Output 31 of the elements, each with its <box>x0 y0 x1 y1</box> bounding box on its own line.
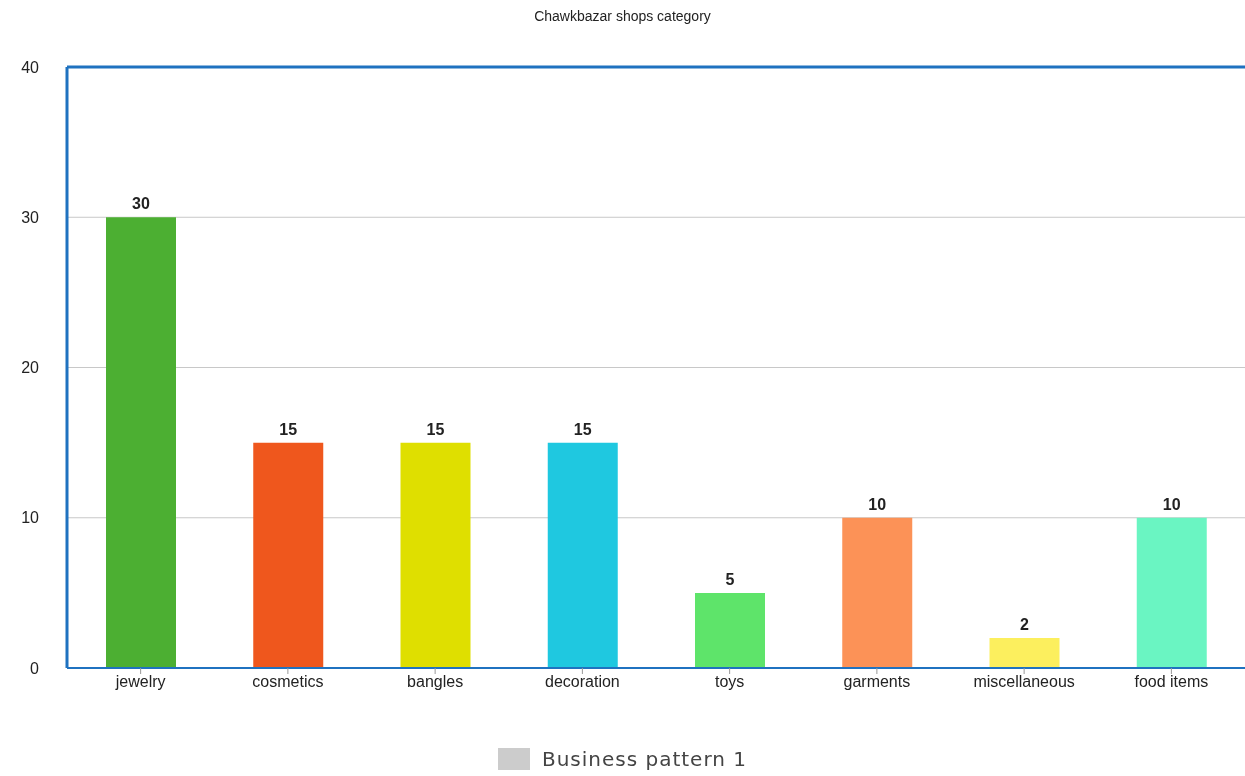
x-tick-label: toys <box>714 673 745 691</box>
y-tick-label: 0 <box>30 659 40 677</box>
x-tick-label: bangles <box>407 673 464 691</box>
y-tick-label: 30 <box>21 208 40 226</box>
bar <box>989 637 1060 668</box>
y-tick-label: 20 <box>21 359 40 377</box>
x-tick-label: food items <box>1134 673 1209 691</box>
data-label: 5 <box>725 570 735 588</box>
data-label: 15 <box>426 420 445 438</box>
x-tick-label: miscellaneous <box>973 673 1075 691</box>
bar <box>400 442 471 668</box>
bar <box>842 517 913 668</box>
bar <box>695 592 765 668</box>
y-tick-label: 40 <box>21 58 40 76</box>
x-tick-label: jewelry <box>114 673 166 691</box>
x-tick-label: decoration <box>545 673 620 691</box>
data-label: 30 <box>132 195 150 213</box>
chart-title: Chawkbazar shops category <box>533 8 712 24</box>
bar <box>1136 517 1207 668</box>
text: Business pattern 1 <box>541 747 748 771</box>
y-tick-label: 10 <box>21 509 40 527</box>
bar <box>253 442 324 668</box>
x-tick-label: garments <box>843 673 911 691</box>
bar <box>106 217 176 668</box>
data-label: 10 <box>1162 495 1181 513</box>
data-label: 15 <box>573 420 592 438</box>
data-label: 10 <box>868 495 887 513</box>
data-label: 2 <box>1020 615 1030 633</box>
data-label: 15 <box>279 420 298 438</box>
bar <box>547 442 618 668</box>
x-tick-label: cosmetics <box>252 673 324 691</box>
